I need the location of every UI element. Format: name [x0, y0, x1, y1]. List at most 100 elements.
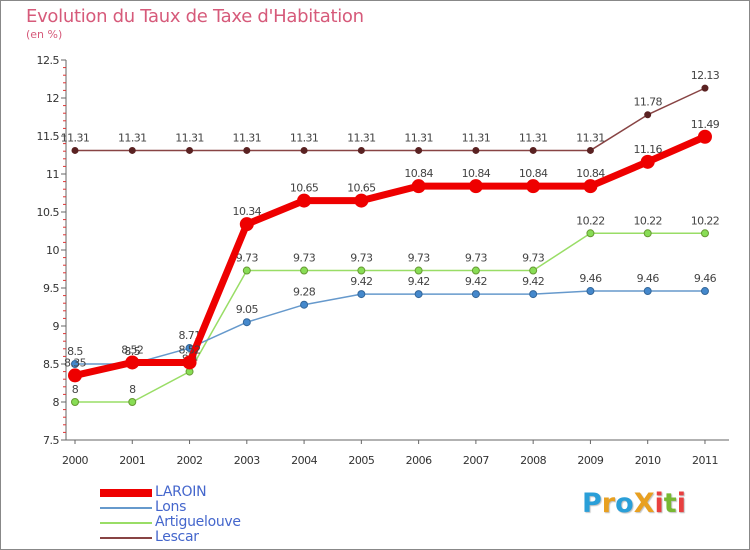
data-label-laroin: 8.52 — [178, 343, 200, 356]
data-label-lons: 8.5 — [124, 345, 140, 358]
data-label-artiguelouve: 9.73 — [408, 252, 431, 265]
data-label-artiguelouve: 10.22 — [633, 214, 662, 227]
data-point-laroin — [583, 179, 598, 194]
x-tick-label: 2011 — [692, 454, 718, 467]
data-point-lons — [471, 290, 480, 299]
y-tick-label: 7.5 — [43, 434, 59, 447]
y-tick-label: 8 — [53, 396, 60, 409]
data-label-lons: 9.42 — [522, 275, 544, 288]
data-point-laroin — [68, 368, 82, 383]
data-point-artiguelouve — [71, 398, 79, 406]
data-point-lescar — [701, 84, 709, 92]
data-point-laroin — [297, 193, 312, 208]
data-point-lescar — [128, 146, 136, 154]
data-point-lescar — [357, 146, 365, 154]
logo-letter: i — [676, 488, 686, 519]
data-point-laroin — [411, 179, 426, 194]
series-line-lescar — [74, 87, 706, 152]
data-point-lescar — [71, 146, 79, 154]
data-point-laroin — [468, 179, 483, 194]
data-label-artiguelouve: 9.73 — [465, 252, 488, 265]
data-label-lons: 9.28 — [293, 286, 316, 299]
data-point-lons — [529, 290, 538, 299]
data-point-lons — [414, 290, 423, 299]
data-label-laroin: 11.16 — [633, 143, 662, 156]
x-tick-label: 2009 — [577, 454, 603, 467]
y-tick-label: 12.5 — [37, 54, 60, 67]
legend-label-lescar: Lescar — [155, 529, 199, 545]
x-tick-label: 2003 — [234, 454, 260, 467]
data-point-lons — [300, 300, 309, 309]
data-point-lons — [71, 360, 79, 368]
y-tick-label: 11 — [46, 168, 59, 181]
data-point-laroin — [125, 355, 140, 370]
data-point-lons — [586, 287, 595, 296]
data-label-lescar: 12.13 — [691, 69, 720, 82]
data-label-lescar: 11.31 — [118, 131, 147, 144]
data-point-lescar — [644, 111, 652, 119]
data-label-lescar: 11.31 — [404, 131, 433, 144]
x-tick-label: 2010 — [635, 454, 661, 467]
data-label-laroin: 10.84 — [462, 167, 491, 180]
data-label-artiguelouve: 9.73 — [293, 252, 316, 265]
data-point-lescar — [243, 146, 251, 154]
data-label-lescar: 11.78 — [633, 96, 662, 109]
data-point-artiguelouve — [357, 266, 366, 275]
y-tick-label: 9.5 — [43, 282, 59, 295]
data-label-lons: 9.46 — [694, 272, 717, 285]
data-point-lescar — [586, 146, 594, 154]
x-tick-label: 2008 — [520, 454, 546, 467]
legend-label-lons: Lons — [155, 499, 187, 515]
data-point-artiguelouve — [700, 229, 709, 238]
y-tick-label: 8.5 — [43, 358, 59, 371]
logo-letter: o — [615, 488, 634, 519]
y-tick-label: 10.5 — [37, 206, 60, 219]
data-label-lons: 9.46 — [637, 272, 660, 285]
data-label-artiguelouve: 10.22 — [691, 214, 720, 227]
logo-letter: r — [601, 488, 616, 519]
data-label-artiguelouve: 8 — [129, 383, 136, 396]
x-tick-label: 2000 — [62, 454, 88, 467]
data-label-laroin: 10.84 — [576, 167, 605, 180]
legend-label-laroin: LAROIN — [155, 484, 207, 500]
proxiti-logo: ProXiti — [582, 488, 686, 519]
data-point-lons — [700, 287, 709, 296]
data-label-lons: 8.5 — [67, 345, 83, 358]
legend-swatch-lons — [100, 506, 152, 509]
series-line-artiguelouve — [74, 232, 706, 403]
data-label-lescar: 11.31 — [347, 131, 376, 144]
data-point-lescar — [529, 146, 537, 154]
x-tick-label: 2004 — [291, 454, 317, 467]
data-label-laroin: 10.65 — [347, 182, 376, 195]
data-point-laroin — [526, 179, 541, 194]
data-point-lescar — [186, 146, 194, 154]
x-tick-label: 2002 — [177, 454, 203, 467]
data-label-laroin: 8.52 — [121, 343, 143, 356]
data-point-lescar — [472, 146, 480, 154]
data-label-lescar: 11.31 — [175, 131, 204, 144]
data-point-lons — [357, 290, 366, 299]
data-label-artiguelouve: 9.73 — [350, 252, 373, 265]
series-line-lons — [74, 290, 706, 365]
data-label-lescar: 11.31 — [519, 131, 548, 144]
legend-swatch-laroin — [100, 488, 152, 497]
y-tick-label: 10 — [46, 244, 59, 257]
data-point-artiguelouve — [242, 266, 251, 275]
data-label-lons: 9.42 — [465, 275, 487, 288]
data-point-artiguelouve — [471, 266, 480, 275]
data-point-lescar — [415, 146, 423, 154]
data-point-artiguelouve — [414, 266, 423, 275]
data-point-artiguelouve — [586, 229, 595, 238]
logo-letter: i — [654, 488, 664, 519]
chart-title: Evolution du Taux de Taxe d'Habitation — [26, 6, 364, 27]
y-tick-label: 9 — [53, 320, 60, 333]
x-tick-label: 2006 — [406, 454, 432, 467]
data-point-artiguelouve — [300, 266, 309, 275]
data-point-artiguelouve — [128, 398, 137, 406]
data-label-artiguelouve: 10.22 — [576, 214, 605, 227]
data-label-lons: 9.05 — [236, 303, 259, 316]
data-label-lescar: 11.31 — [462, 131, 491, 144]
data-label-laroin: 10.84 — [404, 167, 433, 180]
